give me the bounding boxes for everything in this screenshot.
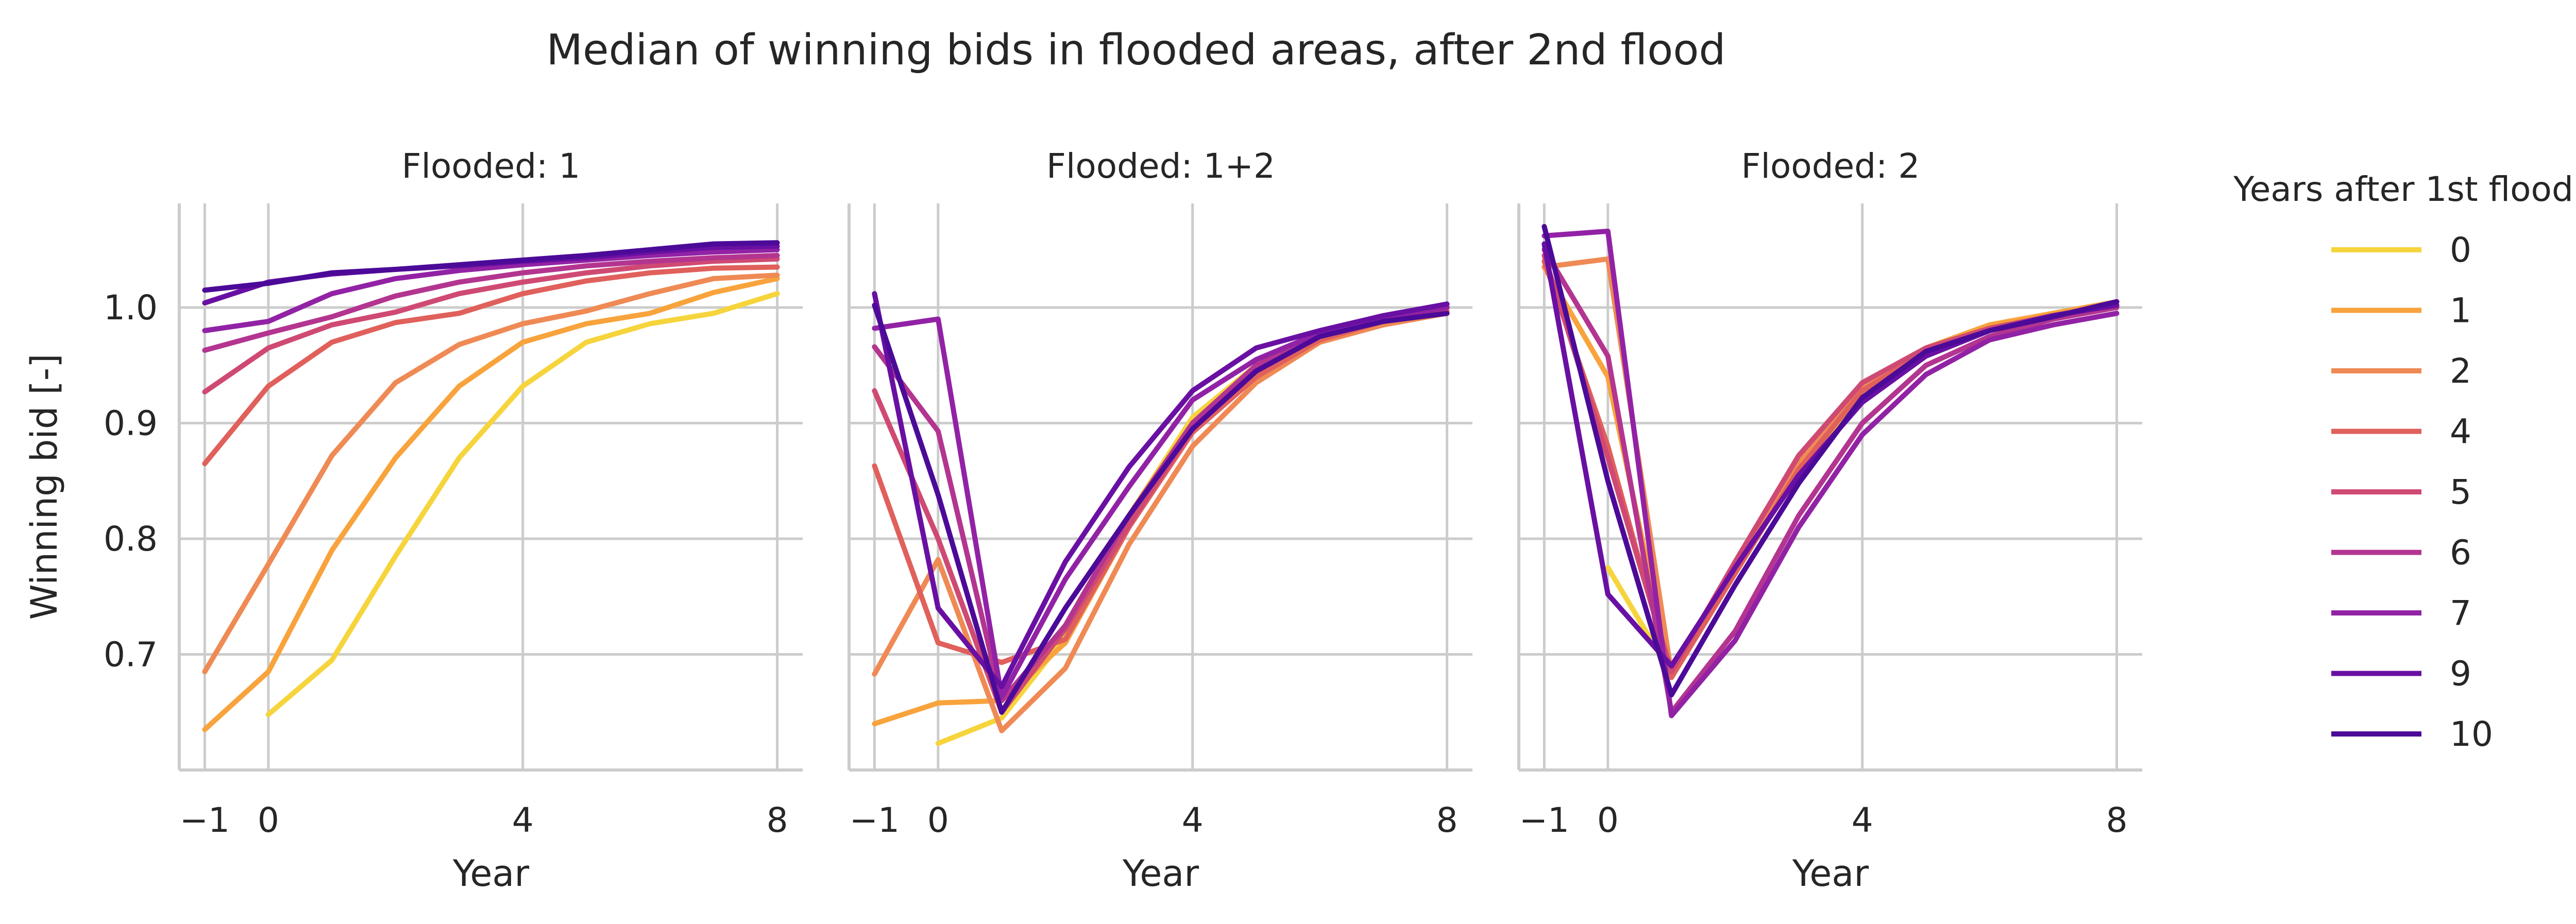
legend-item-9: 9 bbox=[2331, 654, 2471, 694]
series-line-4 bbox=[872, 308, 1450, 665]
legend-item-2: 2 bbox=[2331, 351, 2471, 391]
panel-1: Flooded: 1 −1 0 4 8 0.7 0.8 0.9 1.0 Year Winning b… bbox=[23, 146, 803, 895]
y-tick-label: 1.0 bbox=[104, 288, 158, 328]
x-tick-label: 4 bbox=[1852, 800, 1873, 840]
legend-label: 1 bbox=[2450, 291, 2471, 331]
x-tick-label: 4 bbox=[1182, 800, 1204, 840]
series-line-0 bbox=[265, 291, 780, 717]
x-tick-label: 8 bbox=[767, 800, 788, 840]
x-tick-label: 0 bbox=[1597, 800, 1619, 840]
legend-item-6: 6 bbox=[2331, 533, 2471, 573]
x-tick-label: 0 bbox=[927, 800, 949, 840]
legend-label: 10 bbox=[2450, 714, 2493, 754]
y-tick-label: 0.8 bbox=[104, 519, 158, 559]
series-line-4 bbox=[202, 264, 780, 467]
series-line-7 bbox=[202, 247, 780, 333]
panels: Flooded: 1 −1 0 4 8 0.7 0.8 0.9 1.0 Year Winning b… bbox=[23, 146, 2142, 895]
legend-title: Years after 1st flood bbox=[2233, 169, 2573, 209]
series-line-2 bbox=[202, 272, 780, 675]
legend-label: 5 bbox=[2450, 472, 2471, 512]
legend-label: 0 bbox=[2450, 230, 2471, 270]
x-axis-label: Year bbox=[452, 852, 529, 895]
x-tick-label: 4 bbox=[512, 800, 534, 840]
legend-label: 4 bbox=[2450, 412, 2471, 452]
series-line-9 bbox=[872, 291, 1450, 690]
series-line-6 bbox=[1541, 247, 2120, 715]
legend-label: 6 bbox=[2450, 533, 2471, 573]
panel-title: Flooded: 2 bbox=[1741, 146, 1920, 186]
series-line-10 bbox=[1541, 224, 2120, 698]
legend: Years after 1st flood 0 1 2 4 5 6 7 9 10 bbox=[2233, 169, 2573, 754]
x-tick-label: 8 bbox=[1436, 800, 1458, 840]
legend-item-0: 0 bbox=[2331, 230, 2471, 270]
x-tick-label: −1 bbox=[850, 800, 900, 840]
y-tick-label: 0.7 bbox=[104, 635, 158, 675]
y-tick-label: 0.9 bbox=[104, 404, 158, 443]
legend-label: 9 bbox=[2450, 654, 2471, 694]
x-tick-label: 8 bbox=[2106, 800, 2128, 840]
legend-item-7: 7 bbox=[2331, 593, 2471, 633]
panel-2: Flooded: 1+2 −1 0 4 8 Year bbox=[848, 146, 1472, 895]
x-axis-label: Year bbox=[1792, 852, 1869, 895]
legend-item-10: 10 bbox=[2331, 714, 2493, 754]
x-axis-label: Year bbox=[1122, 852, 1199, 895]
panel-title: Flooded: 1+2 bbox=[1046, 146, 1275, 186]
legend-label: 2 bbox=[2450, 351, 2471, 391]
series-line-1 bbox=[202, 276, 780, 732]
legend-item-5: 5 bbox=[2331, 472, 2471, 512]
legend-item-1: 1 bbox=[2331, 291, 2471, 331]
series-line-10 bbox=[202, 240, 780, 293]
x-tick-label: 0 bbox=[258, 800, 279, 840]
panel-title: Flooded: 1 bbox=[402, 146, 581, 186]
x-tick-label: −1 bbox=[1519, 800, 1569, 840]
legend-label: 7 bbox=[2450, 593, 2471, 633]
x-tick-label: −1 bbox=[180, 800, 230, 840]
legend-item-4: 4 bbox=[2331, 412, 2471, 452]
legend-items: 0 1 2 4 5 6 7 9 10 bbox=[2331, 230, 2493, 754]
panel-3: Flooded: 2 −1 0 4 8 Year bbox=[1517, 146, 2142, 895]
y-axis-label: Winning bid [-] bbox=[23, 354, 65, 620]
series-line-10 bbox=[872, 302, 1450, 715]
series-line-6 bbox=[202, 253, 780, 353]
series-line-6 bbox=[872, 305, 1450, 704]
series-line-5 bbox=[202, 256, 780, 395]
figure-title: Median of winning bids in flooded areas,… bbox=[546, 26, 1725, 75]
series-line-7 bbox=[1541, 228, 2120, 718]
